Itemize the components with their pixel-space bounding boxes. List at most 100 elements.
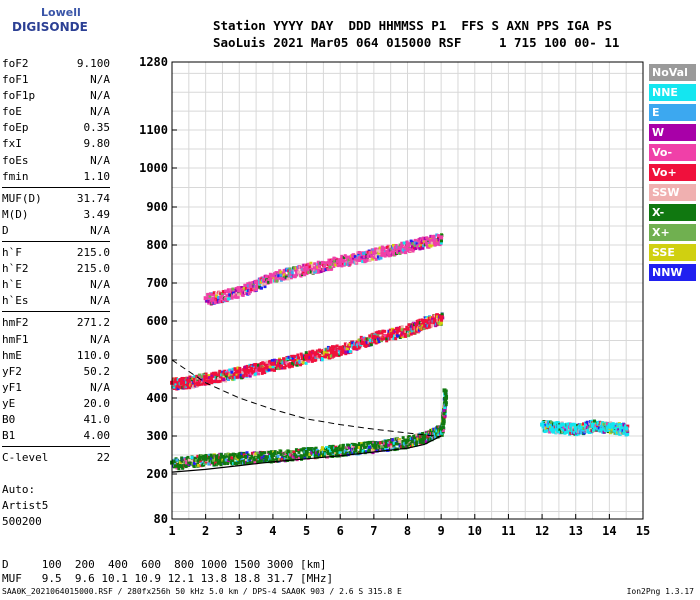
echo-point-xminus [286, 449, 290, 453]
echo-point-xminus [315, 448, 319, 452]
echo-point-voplus [331, 347, 335, 351]
echo-point-voplus [235, 375, 239, 379]
echo-point-vominus [378, 249, 382, 253]
echo-point-vominus [360, 253, 364, 257]
echo-point-voplus [233, 375, 237, 379]
echo-point-nne [617, 426, 621, 430]
echo-point-xminus [414, 442, 418, 446]
echo-point-xminus [340, 448, 344, 452]
echo-point-voplus [253, 372, 257, 376]
echo-point-voplus [333, 345, 337, 349]
echo-point-voplus [276, 360, 280, 364]
echo-point-vominus [340, 254, 344, 258]
echo-point-vominus [309, 261, 313, 265]
echo-point-xminus [180, 456, 184, 460]
echo-point-voplus [291, 356, 295, 360]
echo-point-voplus [391, 331, 395, 335]
param-name: B1 [2, 429, 16, 443]
x-tick-label: 10 [468, 524, 482, 538]
echo-point-vominus [409, 248, 413, 252]
echo-point-vominus [374, 248, 378, 252]
echo-point-vominus [208, 294, 212, 298]
echo-point-voplus [283, 358, 287, 362]
echo-point-vominus [207, 299, 211, 303]
echo-point-voplus [340, 350, 344, 354]
echo-point-vominus [236, 286, 240, 290]
echo-point-voplus [341, 345, 345, 349]
footer-version: Ion2Png 1.3.17 [626, 587, 694, 596]
echo-point-voplus [364, 343, 368, 347]
echo-point-xminus [443, 414, 447, 418]
series-point [237, 369, 242, 374]
echo-point-xminus [294, 456, 298, 460]
echo-point-voplus [398, 325, 402, 329]
echo-point-nne [567, 427, 571, 431]
echo-point-vominus [277, 272, 281, 276]
x-tick-label: 6 [337, 524, 344, 538]
echo-point-voplus [271, 365, 275, 369]
echo-point-voplus [368, 334, 372, 338]
echo-point-xminus [363, 445, 367, 449]
echo-point-voplus [403, 328, 407, 332]
echo-point-voplus [403, 334, 407, 338]
echo-point-vominus [248, 290, 252, 294]
echo-point-voplus [248, 374, 252, 378]
echo-point-xminus [366, 441, 370, 445]
echo-point-vominus [386, 251, 390, 255]
echo-point-voplus [242, 374, 246, 378]
echo-point-vominus [274, 276, 278, 280]
echo-point-xminus [258, 460, 262, 464]
echo-point-voplus [394, 337, 398, 341]
param-row-b0: B0 41.0 [2, 412, 110, 428]
param-value: 110.0 [76, 348, 110, 362]
echo-point-xminus [375, 443, 379, 447]
echo-point-nne [596, 422, 600, 426]
echo-point-xminus [258, 456, 262, 460]
echo-point-xminus [240, 460, 244, 464]
echo-point-voplus [174, 380, 178, 384]
echo-point-vominus [343, 259, 347, 263]
echo-point-vominus [270, 279, 274, 283]
echo-point-voplus [346, 343, 350, 347]
echo-point-xminus [357, 442, 361, 446]
echo-point-vominus [280, 277, 284, 281]
echo-point-xminus [341, 443, 345, 447]
echo-point-xminus [406, 445, 410, 449]
echo-point-voplus [369, 343, 373, 347]
echo-point-vominus [411, 242, 415, 246]
echo-point-xminus [219, 463, 223, 467]
echo-point-voplus [378, 330, 382, 334]
echo-point-nne [619, 427, 623, 431]
echo-point-vominus [376, 249, 380, 253]
echo-point-xminus [327, 446, 331, 450]
echo-point-vominus [324, 268, 328, 272]
echo-point-vominus [309, 270, 313, 274]
param-value: N/A [90, 332, 110, 346]
echo-point-vominus [358, 258, 362, 262]
series-point [405, 243, 410, 247]
echo-point-nne [622, 423, 626, 427]
echo-point-voplus [273, 358, 277, 362]
echo-point-xminus [234, 461, 238, 465]
echo-point-nne [614, 429, 618, 433]
echo-point-vominus [285, 267, 289, 271]
echo-point-nne [570, 428, 574, 432]
echo-point-vominus [331, 258, 335, 262]
echo-point-xminus [415, 443, 419, 447]
echo-point-vominus [302, 271, 306, 275]
echo-point-voplus [193, 376, 197, 380]
echo-point-vominus [351, 258, 355, 262]
echo-point-voplus [341, 347, 345, 351]
echo-point-voplus [414, 326, 418, 330]
echo-point-voplus [238, 366, 242, 370]
echo-point-voplus [275, 364, 279, 368]
legend-item-nne: NNE [649, 84, 696, 101]
echo-point-xminus [391, 438, 395, 442]
echo-point-xminus [343, 449, 347, 453]
echo-point-vominus [230, 296, 234, 300]
param-name: foEs [2, 153, 29, 167]
echo-point-voplus [374, 331, 378, 335]
echo-point-vominus [299, 273, 303, 277]
echo-point-vominus [279, 273, 283, 277]
